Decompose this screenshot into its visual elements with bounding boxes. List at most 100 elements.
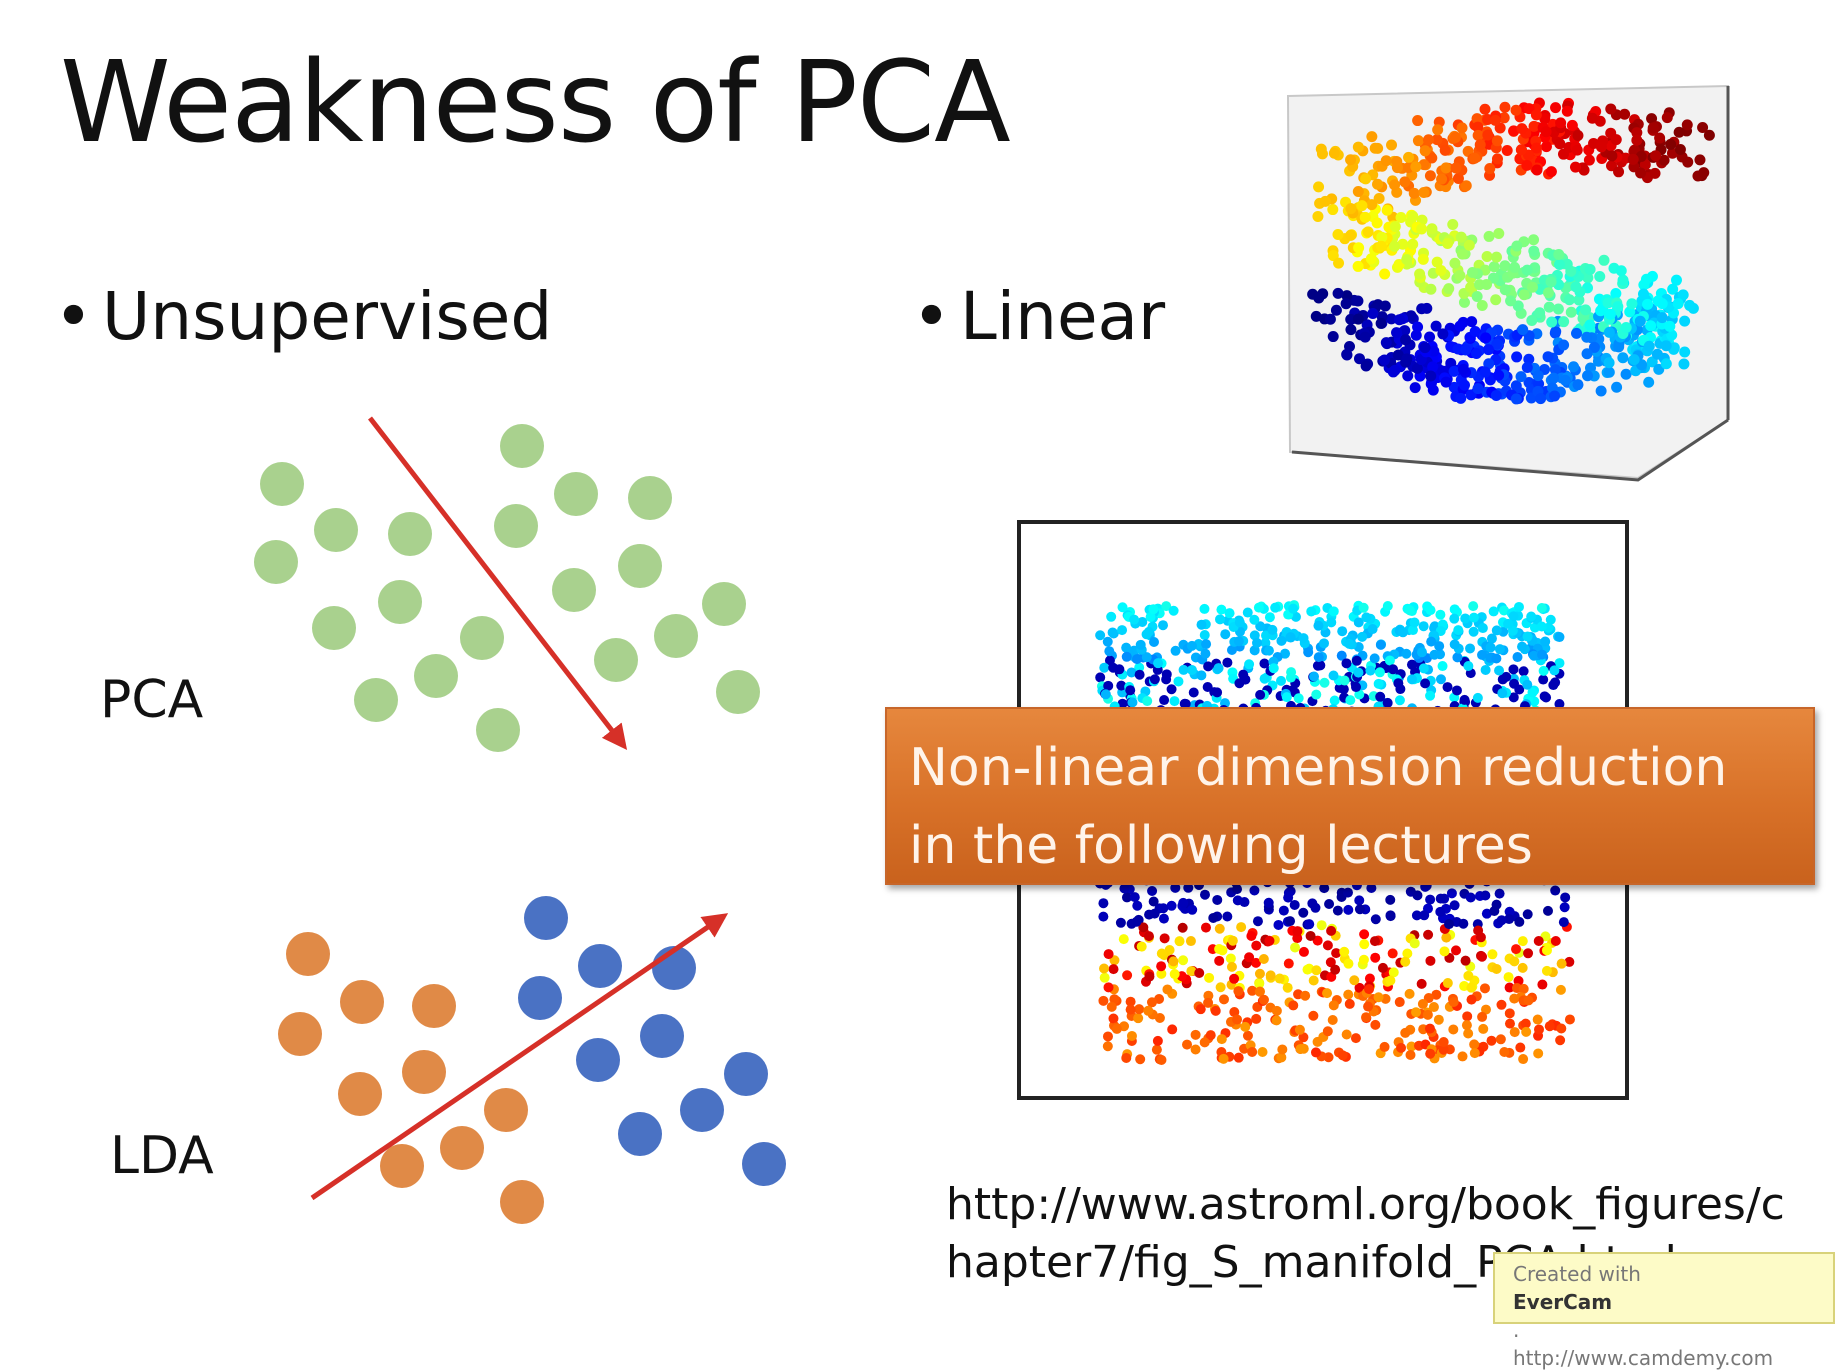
s-curve-point (1523, 353, 1535, 365)
slide-title: Weakness of PCA (60, 38, 1011, 168)
projected-point (1328, 1000, 1339, 1011)
projected-point (1178, 897, 1189, 908)
projected-point (1102, 636, 1113, 647)
projected-point (1244, 659, 1255, 670)
green-point (716, 670, 760, 714)
projected-point (1236, 922, 1247, 933)
pca-direction-arrow (368, 416, 628, 750)
s-curve-point (1467, 267, 1479, 279)
projected-point (1373, 678, 1384, 689)
s-curve-point (1345, 324, 1357, 336)
projected-point (1438, 1037, 1449, 1048)
projected-point (1469, 1039, 1480, 1050)
projected-point (1564, 1014, 1575, 1025)
projected-point (1293, 693, 1304, 704)
projected-point (1532, 1014, 1543, 1025)
projected-point (1133, 1013, 1144, 1024)
projected-point (1148, 896, 1159, 907)
s-curve-point (1550, 325, 1562, 337)
projected-point (1100, 689, 1111, 700)
projected-point (1116, 680, 1127, 691)
s-curve-point (1653, 363, 1665, 375)
s-curve-point (1472, 129, 1484, 141)
s-curve-point (1491, 338, 1503, 350)
projected-point (1183, 882, 1194, 893)
green-point (654, 614, 698, 658)
projected-point (1550, 936, 1561, 947)
projected-point (1292, 926, 1303, 937)
s-curve-point (1353, 353, 1365, 365)
projected-point (1255, 621, 1266, 632)
projected-point (1361, 1012, 1372, 1023)
projected-point (1250, 957, 1261, 968)
projected-point (1451, 685, 1462, 696)
projected-point (1358, 602, 1369, 613)
s-curve-point (1606, 150, 1618, 162)
callout-line: Non-linear dimension reduction (909, 738, 1728, 798)
s-curve-point (1400, 334, 1412, 346)
projected-point (1554, 699, 1565, 710)
s-curve-point (1352, 185, 1364, 197)
s-curve-point (1414, 268, 1426, 280)
s-curve-point (1535, 393, 1547, 405)
projected-point (1252, 916, 1263, 927)
projected-point (1158, 913, 1169, 924)
s-curve-point (1627, 153, 1639, 165)
projected-point (1331, 948, 1342, 959)
projected-point (1394, 695, 1405, 706)
projected-point (1465, 643, 1476, 654)
s-curve-point (1602, 297, 1614, 309)
projected-point (1382, 600, 1393, 611)
watermark-url: http://www.camdemy.com (1513, 1346, 1774, 1370)
s-curve-point (1528, 234, 1540, 246)
s-curve-point (1423, 134, 1435, 146)
s-curve-point (1435, 264, 1447, 276)
s-curve-point (1505, 295, 1517, 307)
s-curve-point (1595, 141, 1607, 153)
projected-point (1107, 627, 1118, 638)
s-curve-point (1401, 353, 1413, 365)
s-curve-point (1401, 254, 1413, 266)
green-point (312, 606, 356, 650)
projected-point (1517, 641, 1528, 652)
s-curve-point (1570, 281, 1582, 293)
s-curve-point (1530, 109, 1542, 121)
projected-point (1161, 674, 1172, 685)
s-curve-point (1631, 127, 1643, 139)
projected-point (1178, 664, 1189, 675)
s-curve-point (1643, 376, 1655, 388)
projected-point (1406, 659, 1417, 670)
s-curve-point (1612, 301, 1624, 313)
projected-point (1534, 1024, 1545, 1035)
projected-point (1099, 963, 1110, 974)
s-curve-point (1372, 178, 1384, 190)
s-curve-point (1498, 112, 1510, 124)
s-curve-point (1472, 121, 1484, 133)
projected-point (1302, 964, 1313, 975)
s-curve-point (1409, 382, 1421, 394)
s-curve-point (1391, 156, 1403, 168)
projected-point (1411, 910, 1422, 921)
s-curve-point (1426, 223, 1438, 235)
projected-point (1159, 695, 1170, 706)
s-curve-point (1583, 154, 1595, 166)
projected-point (1190, 1029, 1201, 1040)
projected-point (1555, 1035, 1566, 1046)
s-curve-point (1526, 314, 1538, 326)
projected-point (1504, 914, 1515, 925)
projected-point (1536, 602, 1547, 613)
s-curve-point (1328, 147, 1340, 159)
s-curve-point (1407, 210, 1419, 222)
projected-point (1538, 674, 1549, 685)
projected-point (1177, 922, 1188, 933)
s-curve-point (1698, 167, 1710, 179)
projected-point (1308, 1010, 1319, 1021)
projected-point (1487, 949, 1498, 960)
green-point (702, 582, 746, 626)
s-curve-point (1484, 163, 1496, 175)
projected-point (1135, 639, 1146, 650)
projected-point (1370, 952, 1381, 963)
axes-edge (1291, 418, 1729, 482)
projected-point (1419, 910, 1430, 921)
projected-point (1098, 911, 1109, 922)
